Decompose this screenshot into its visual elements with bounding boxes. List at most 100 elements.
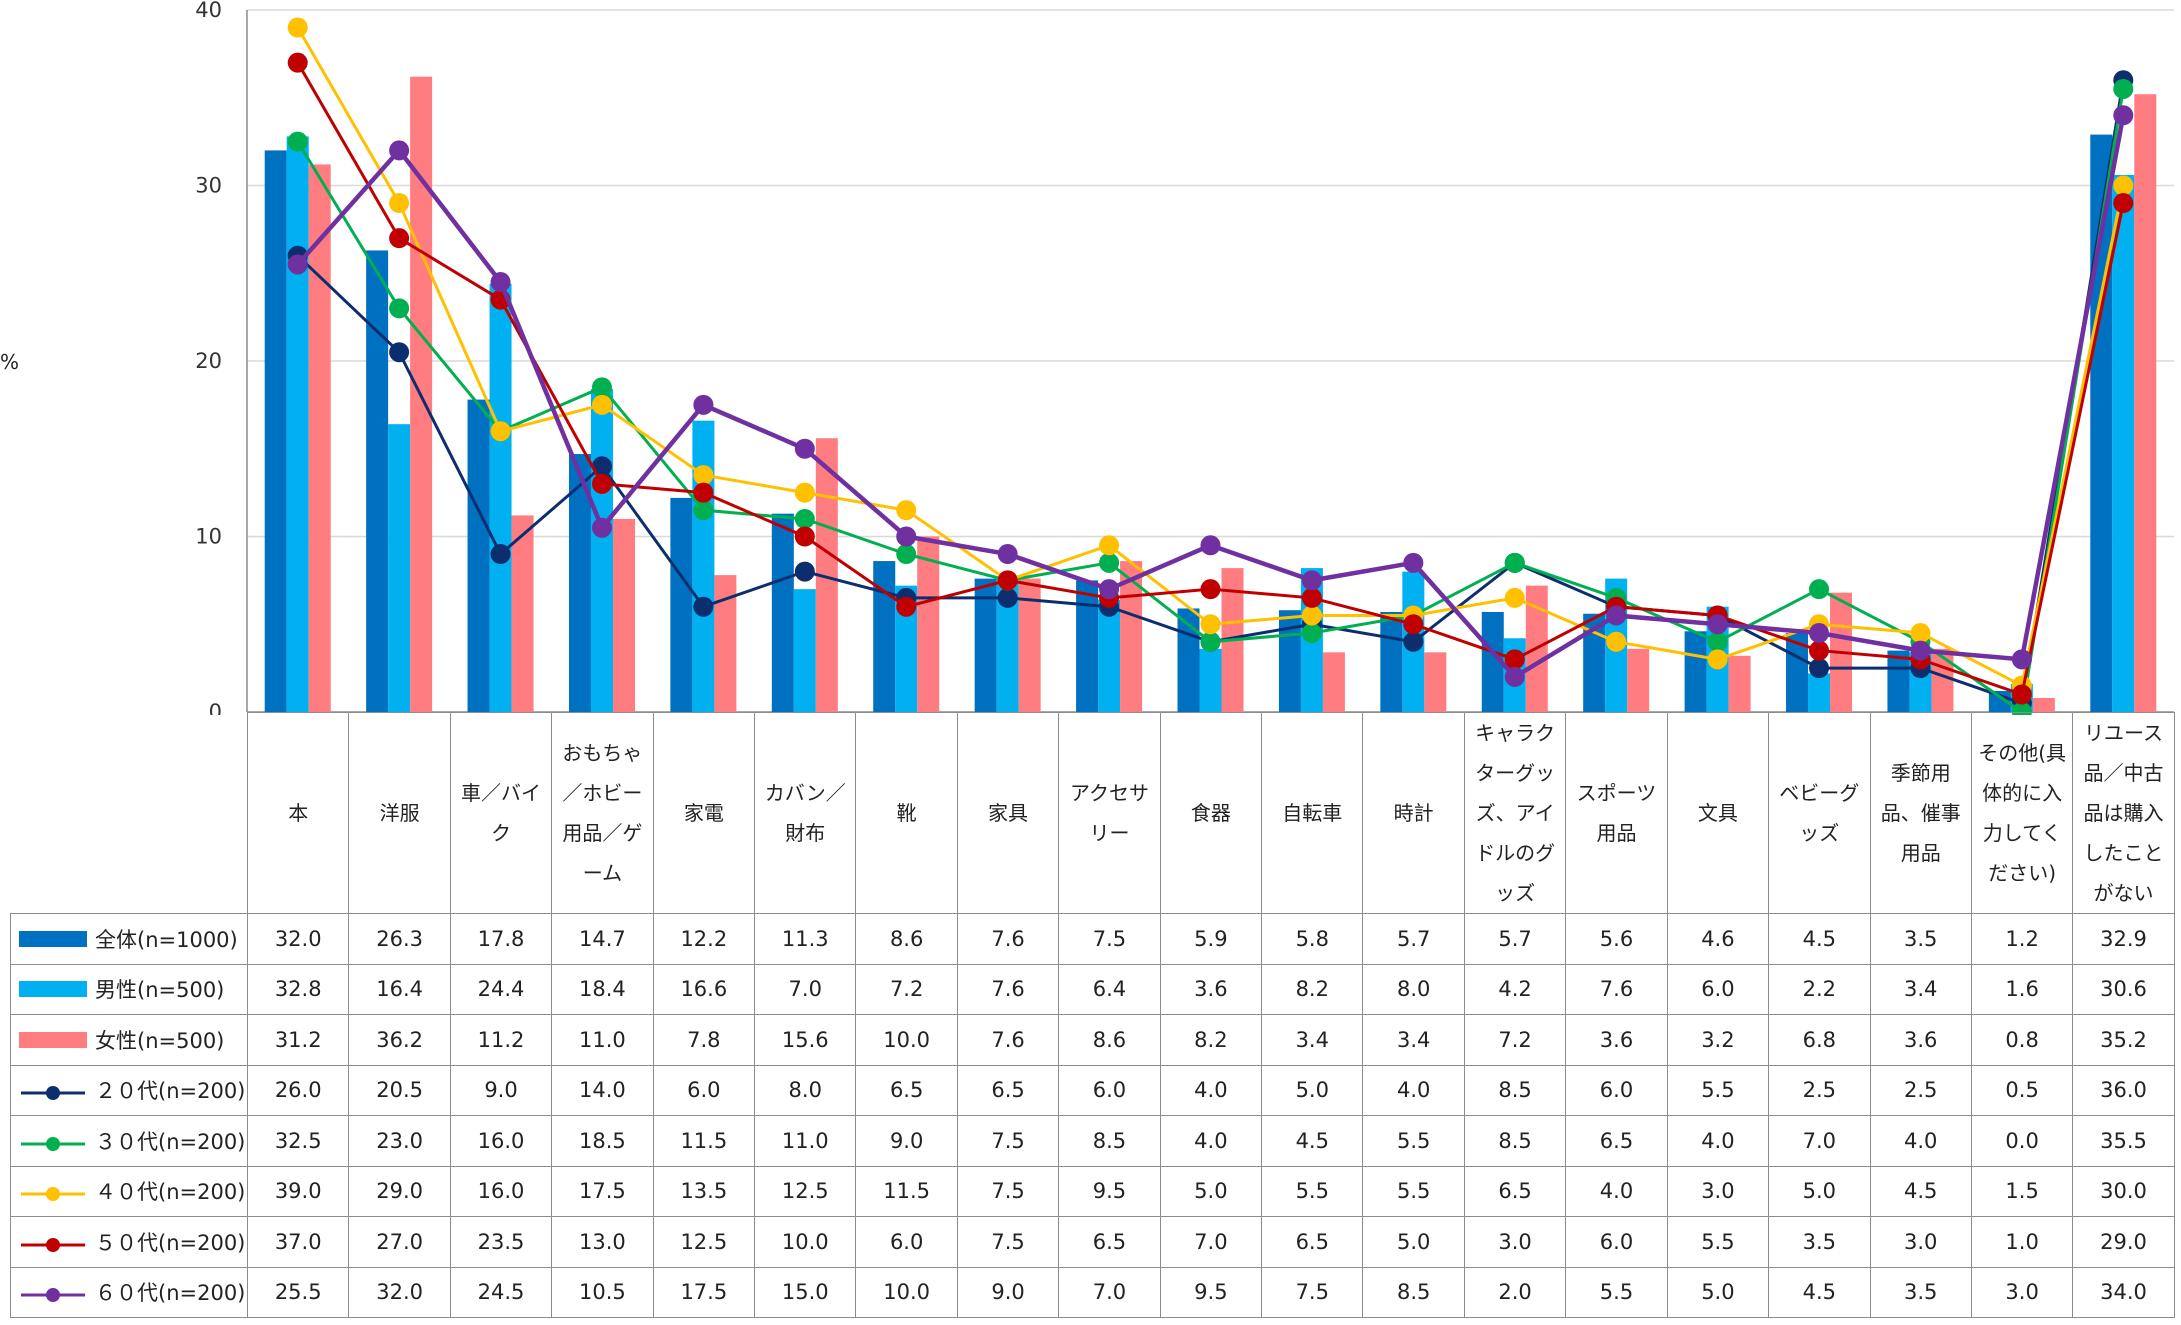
line-point [2113, 193, 2134, 214]
line-point [2113, 105, 2134, 126]
data-label: 12.2 [652, 913, 756, 965]
data-label: 35.2 [2072, 1014, 2175, 1066]
data-label: 1.0 [1970, 1216, 2074, 1268]
bar [264, 150, 287, 712]
data-label: 4.0 [1869, 1115, 1972, 1167]
data-label: 3.0 [1463, 1216, 1567, 1268]
data-label: 6.0 [1666, 963, 1770, 1015]
line-point [794, 526, 815, 547]
category-text: 季節用品、催事用品 [1880, 761, 1961, 865]
data-label: 5.5 [1362, 1115, 1465, 1167]
legend-label: ６０代(n=200) [95, 1281, 246, 1306]
category-text: その他(具体的に入力してください) [1978, 741, 2067, 885]
data-label: 9.5 [1159, 1266, 1263, 1318]
data-label: 32.0 [348, 1266, 451, 1318]
bar [1380, 611, 1403, 712]
data-label: 3.4 [1362, 1014, 1465, 1066]
data-label: 4.5 [1768, 913, 1871, 965]
line-point [1504, 552, 1525, 573]
line-point [1301, 587, 1322, 608]
line-point [287, 131, 308, 152]
line-point [2011, 702, 2032, 715]
data-label: 1.2 [1970, 913, 2074, 965]
data-label: 6.5 [855, 1064, 958, 1116]
data-label: 4.2 [1463, 963, 1567, 1015]
line-point [287, 254, 308, 275]
data-label: 13.0 [551, 1216, 654, 1268]
y-tick-label: 40 [195, 0, 222, 22]
data-label: 11.2 [449, 1014, 553, 1066]
y-tick-label: 10 [195, 525, 222, 549]
legend-label: 男性(n=500) [95, 978, 225, 1003]
data-label: 5.0 [1159, 1165, 1263, 1217]
data-label: 32.9 [2072, 913, 2175, 965]
bar [590, 389, 613, 712]
line-point [591, 377, 612, 398]
data-label: 0.5 [1970, 1064, 2074, 1116]
data-label: 3.4 [1261, 1014, 1364, 1066]
legend-label: 全体(n=1000) [95, 927, 238, 952]
category-text: カバン／財布 [764, 781, 846, 845]
category-text: キャラクターグッズ、アイドルのグッズ [1475, 721, 1556, 905]
data-label: 11.0 [754, 1115, 857, 1167]
data-label: 7.5 [1261, 1266, 1364, 1318]
line-point [1200, 579, 1221, 600]
bar [366, 250, 389, 712]
data-label: 7.2 [1463, 1014, 1567, 1066]
data-label: 7.6 [1565, 963, 1668, 1015]
x-tick-label: 食器 [1159, 712, 1263, 914]
line-point [2011, 684, 2032, 705]
data-label: 6.0 [1565, 1064, 1668, 1116]
data-label: 6.5 [1261, 1216, 1364, 1268]
category-text: 家具 [988, 801, 1029, 825]
line-point [794, 561, 815, 582]
line-point [1707, 614, 1728, 635]
y-axis-unit-label: % [0, 350, 20, 374]
bar [1098, 599, 1121, 712]
data-label: 5.7 [1463, 913, 1567, 965]
legend-bar-swatch [19, 930, 87, 947]
legend-line-swatch [19, 1234, 87, 1252]
data-label: 11.3 [754, 913, 857, 965]
line-point [389, 298, 410, 319]
data-label: 4.0 [1159, 1064, 1263, 1116]
line-point [2011, 649, 2032, 670]
line-point [1606, 631, 1627, 652]
data-label: 7.6 [956, 913, 1060, 965]
x-tick-label: その他(具体的に入力してください) [1970, 712, 2074, 914]
data-label: 0.8 [1970, 1014, 2074, 1066]
data-label: 3.6 [1159, 963, 1263, 1015]
table-row: ３０代(n=200) 32.5 23.0 16.0 18.5 11.5 11.0 9.0 7.5… [10, 1115, 2175, 1167]
table-row: 女性(n=500) 31.2 36.2 11.2 11.0 7.8 15.6 10.0 7.6 8… [10, 1014, 2175, 1066]
x-tick-label: おもちゃ／ホビー用品／ゲーム [551, 712, 654, 914]
bar [1627, 648, 1650, 712]
legend-bar-swatch [19, 1031, 87, 1048]
data-label: 5.0 [1261, 1064, 1364, 1116]
data-label: 4.0 [1159, 1115, 1263, 1167]
data-label: 6.5 [956, 1064, 1060, 1116]
x-tick-label: 靴 [855, 712, 958, 914]
data-label: 16.4 [348, 963, 451, 1015]
data-label: 3.6 [1565, 1014, 1668, 1066]
bar [388, 424, 411, 712]
data-label: 6.0 [1058, 1064, 1161, 1116]
data-label: 7.5 [956, 1165, 1060, 1217]
data-label: 34.0 [2072, 1266, 2175, 1318]
x-tick-label: 洋服 [348, 712, 451, 914]
line-point [794, 508, 815, 529]
bar [511, 515, 534, 712]
x-tick-label: ベビーグッズ [1768, 712, 1871, 914]
data-label: 32.0 [246, 913, 350, 965]
category-text: アクセサリー [1069, 781, 1149, 845]
line-point [1403, 631, 1424, 652]
data-label: 5.6 [1565, 913, 1668, 965]
data-label: 36.2 [348, 1014, 451, 1066]
category-text: 時計 [1393, 801, 1434, 825]
data-label: 8.5 [1362, 1266, 1465, 1318]
data-label: 7.0 [1768, 1115, 1871, 1167]
data-label: 10.0 [855, 1266, 958, 1318]
table-row: 男性(n=500) 32.8 16.4 24.4 18.4 16.6 7.0 7.2 7.6 6.… [10, 963, 2175, 1015]
data-label: 7.6 [956, 963, 1060, 1015]
data-label: 5.0 [1666, 1266, 1770, 1318]
data-label: 5.5 [1565, 1266, 1668, 1318]
